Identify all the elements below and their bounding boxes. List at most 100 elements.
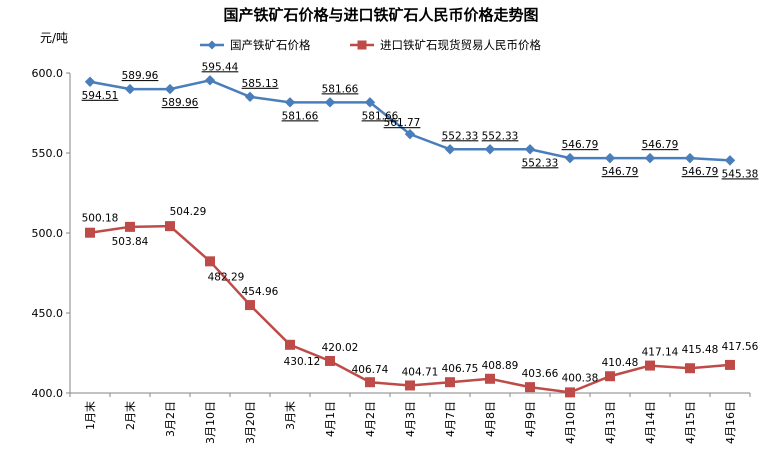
data-point	[604, 152, 616, 164]
x-tick-label: 3月10日	[204, 401, 217, 444]
x-tick-label: 4月2日	[364, 401, 377, 437]
y-tick-label: 450.0	[32, 307, 64, 320]
data-point	[244, 91, 256, 102]
y-tick-label: 500.0	[32, 227, 64, 240]
x-tick-label: 4月3日	[404, 401, 417, 437]
data-point	[124, 83, 136, 95]
data-point	[85, 227, 95, 238]
series-layer	[84, 75, 736, 398]
legend-marker	[357, 40, 367, 50]
data-label: 430.12	[284, 356, 321, 368]
data-label: 410.48	[602, 357, 639, 369]
x-tick-label: 2月末	[123, 401, 137, 430]
x-tick-label: 4月13日	[604, 401, 617, 444]
data-label: 404.71	[402, 366, 439, 378]
data-label: 552.33	[482, 130, 519, 142]
x-tick-label: 3月末	[283, 401, 297, 430]
data-point	[685, 363, 695, 374]
chart-title: 国产铁矿石价格与进口铁矿石人民币价格走势图	[223, 6, 538, 24]
data-label: 552.33	[522, 157, 559, 169]
data-label: 585.13	[242, 78, 279, 90]
data-label: 417.14	[642, 347, 679, 359]
x-tick-label: 3月2日	[164, 401, 177, 437]
data-label: 595.44	[202, 61, 239, 73]
data-point	[204, 75, 216, 86]
data-point	[84, 76, 96, 87]
data-point	[564, 152, 576, 164]
data-label: 454.96	[242, 286, 279, 298]
data-label: 417.56	[722, 341, 759, 353]
data-label: 482.29	[208, 271, 245, 283]
x-tick-label: 4月14日	[644, 401, 657, 444]
data-point	[125, 221, 135, 232]
data-label: 546.79	[602, 166, 639, 178]
data-point	[404, 128, 416, 140]
data-point	[565, 387, 575, 398]
data-point	[445, 377, 455, 388]
data-label: 581.66	[322, 83, 359, 95]
y-tick-label: 600.0	[32, 67, 64, 80]
data-point	[364, 97, 376, 108]
data-point	[644, 152, 656, 164]
data-point	[205, 256, 215, 267]
legend: 国产铁矿石价格 进口铁矿石现货贸易人民币价格	[200, 38, 541, 52]
x-tick-label: 4月8日	[484, 401, 497, 437]
data-point	[484, 144, 496, 155]
data-label: 561.77	[384, 117, 421, 129]
data-point	[325, 355, 335, 366]
data-label: 589.96	[122, 70, 159, 82]
data-label: 406.74	[352, 364, 389, 376]
legend-marker	[207, 40, 217, 50]
data-point	[405, 380, 415, 391]
data-label: 546.79	[562, 139, 599, 151]
x-tick-label: 1月末	[83, 401, 97, 430]
x-tick-label: 4月16日	[724, 401, 737, 444]
x-tick-label: 4月9日	[524, 401, 537, 437]
data-label: 504.29	[170, 206, 207, 218]
x-tick-label: 4月7日	[444, 401, 457, 437]
x-tick-label: 4月15日	[684, 401, 697, 444]
data-point	[444, 144, 456, 155]
data-point	[164, 83, 176, 95]
data-label: 594.51	[82, 90, 119, 102]
y-tick-label: 550.0	[32, 147, 64, 160]
data-label: 403.66	[522, 368, 559, 380]
data-point	[245, 300, 255, 311]
data-point	[724, 155, 736, 166]
data-label: 500.18	[82, 213, 119, 225]
data-point	[485, 373, 495, 384]
data-label: 420.02	[322, 342, 359, 354]
data-point	[605, 371, 615, 382]
data-label: 415.48	[682, 344, 719, 356]
data-label: 406.75	[442, 363, 479, 375]
data-point	[684, 152, 696, 164]
data-label: 546.79	[642, 139, 679, 151]
data-point	[365, 377, 375, 388]
data-label: 581.66	[362, 110, 399, 122]
y-axis-unit: 元/吨	[40, 31, 68, 45]
data-point	[284, 97, 296, 108]
axes: 400.0 450.0 500.0 550.0 600.0 1月末 2月末 3月2日 3月10日…	[32, 67, 751, 444]
data-label: 503.84	[112, 236, 149, 248]
data-label: 546.79	[682, 166, 719, 178]
x-tick-label: 3月20日	[244, 401, 257, 444]
data-point	[324, 97, 336, 108]
data-label: 408.89	[482, 360, 519, 372]
y-tick-label: 400.0	[32, 387, 64, 400]
data-point	[525, 382, 535, 393]
data-labels: 594.51589.96589.96595.44585.13581.66581.…	[82, 61, 759, 384]
data-point	[285, 339, 295, 350]
data-label: 545.38	[722, 168, 759, 180]
data-point	[165, 221, 175, 232]
x-tick-label: 4月10日	[564, 401, 577, 444]
legend-label: 国产铁矿石价格	[230, 38, 311, 52]
data-label: 589.96	[162, 97, 199, 109]
data-label: 581.66	[282, 110, 319, 122]
data-label: 400.38	[562, 372, 599, 384]
data-point	[725, 359, 735, 370]
data-point	[524, 144, 536, 155]
data-point	[645, 360, 655, 371]
data-label: 552.33	[442, 130, 479, 142]
x-tick-label: 4月1日	[324, 401, 337, 437]
